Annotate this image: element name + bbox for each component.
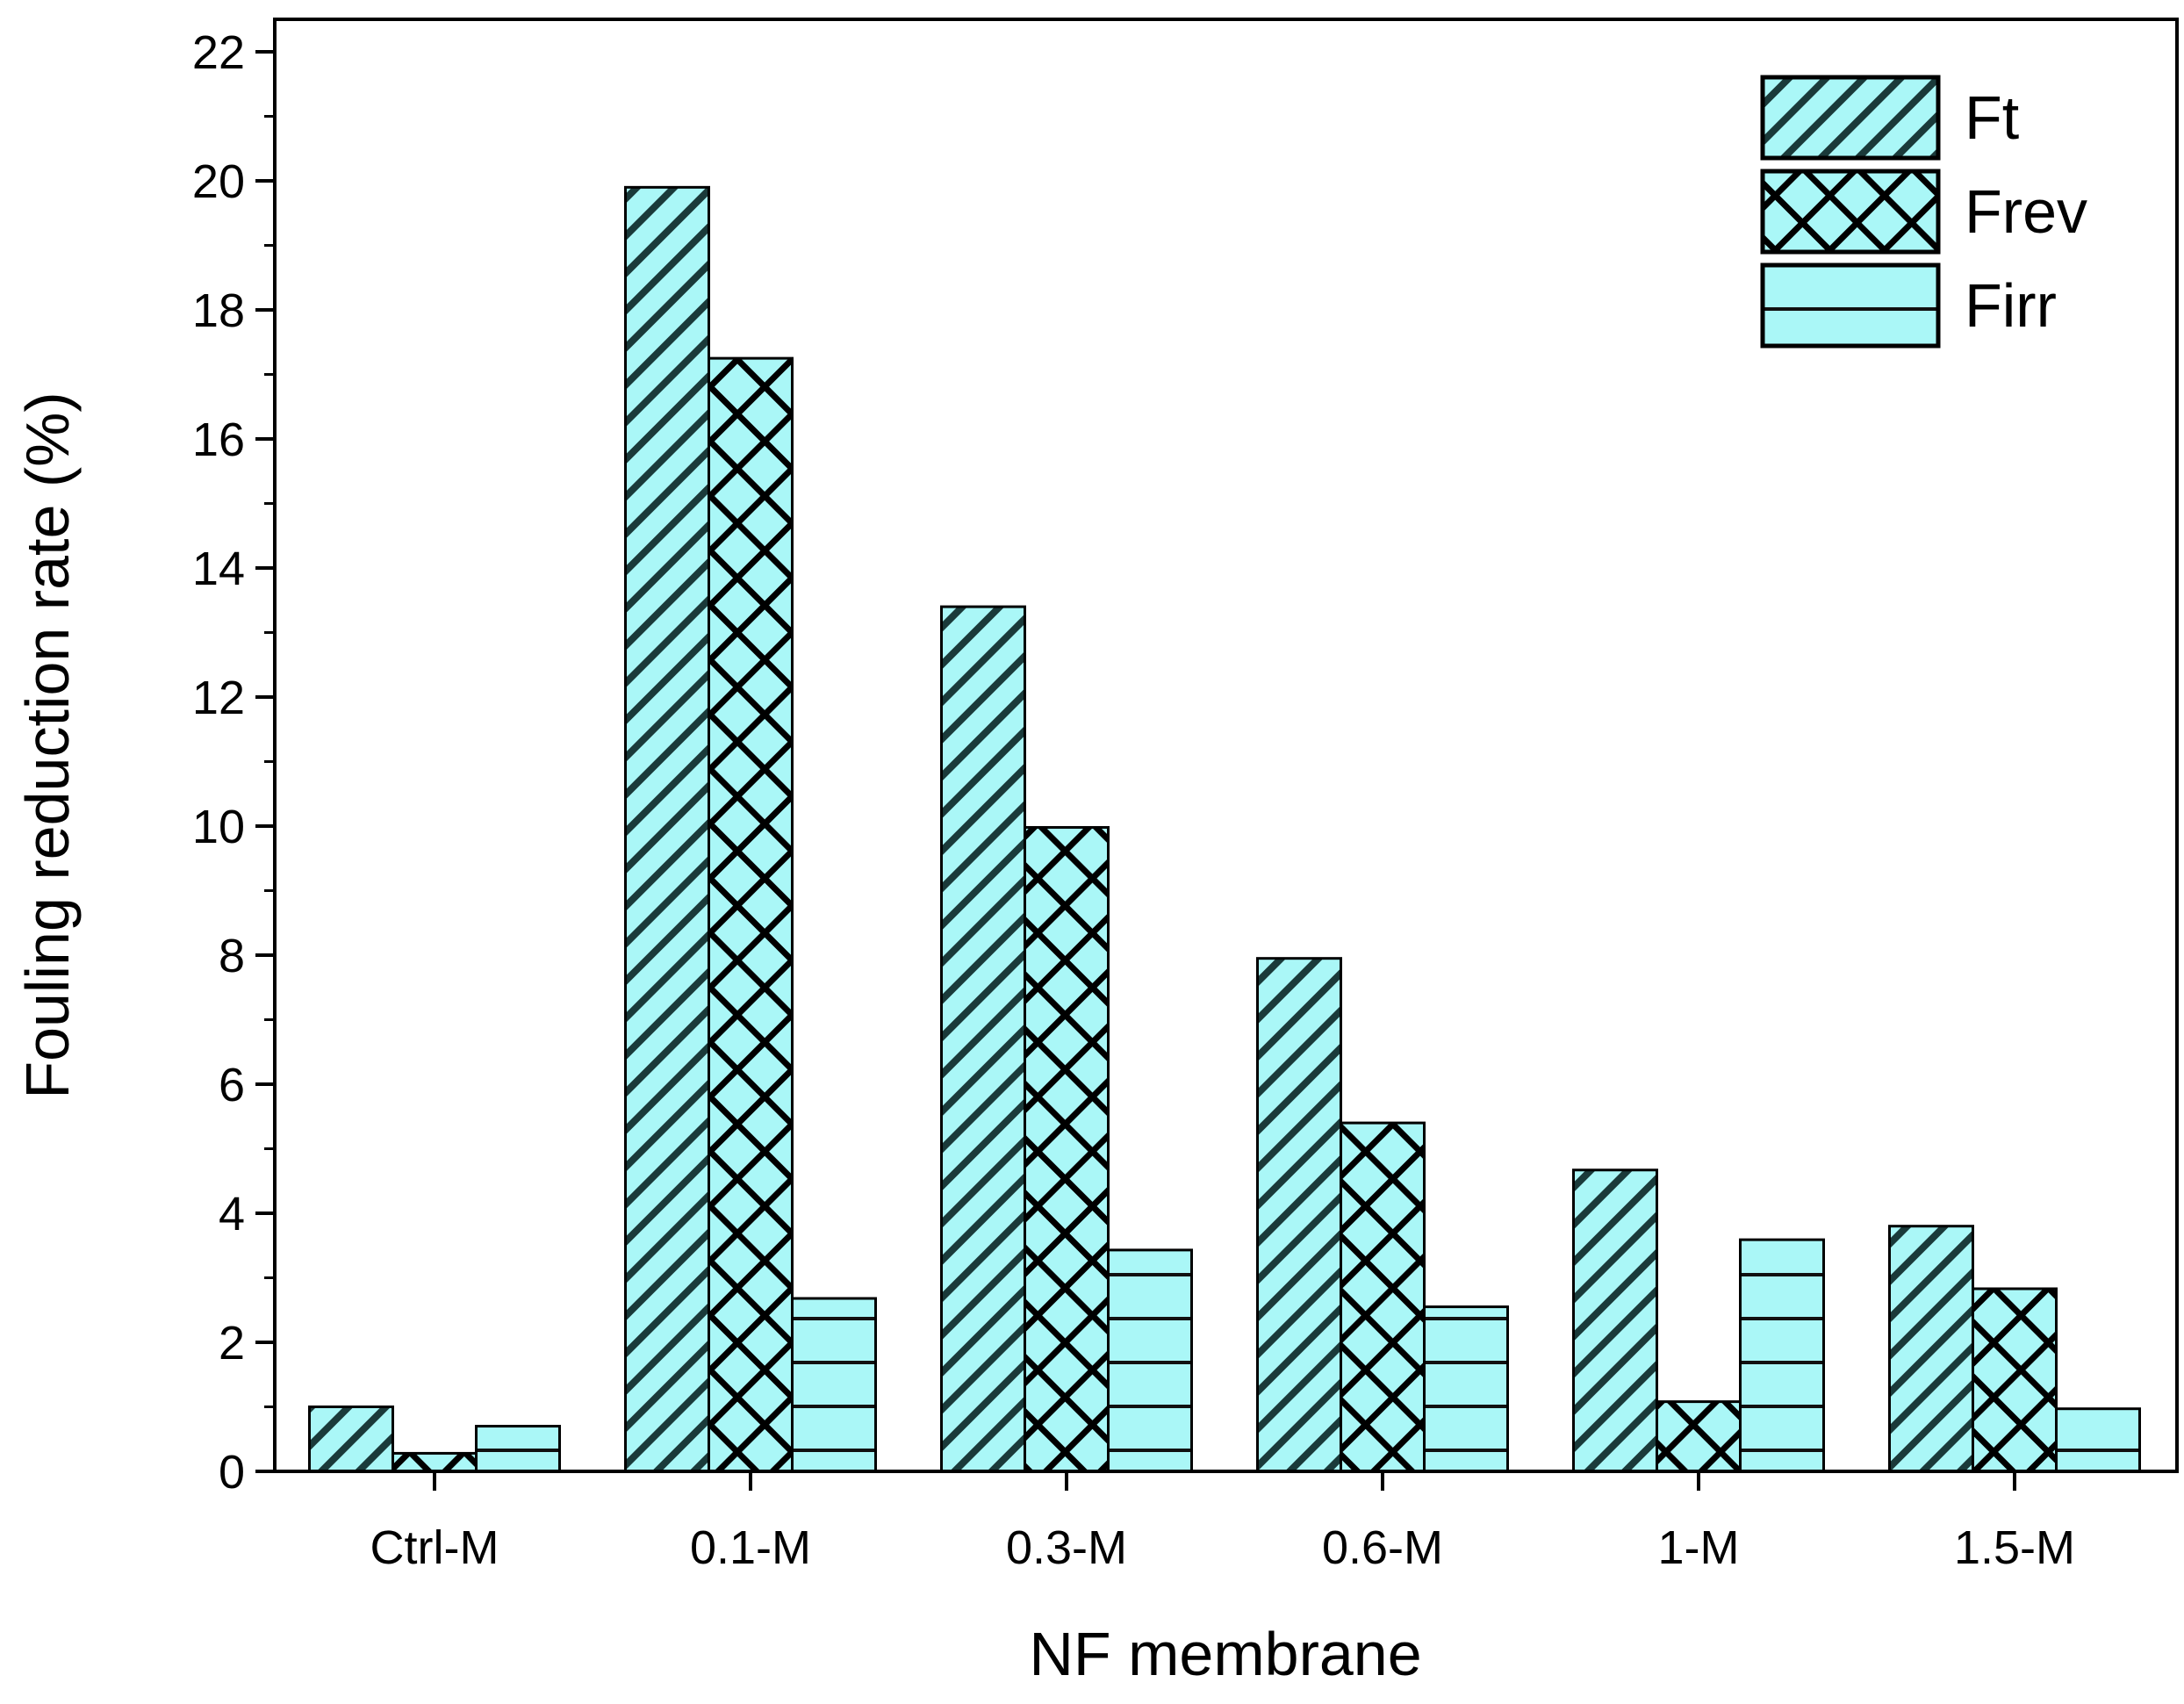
bar-firr-1-m (1739, 1238, 1825, 1473)
x-tick-label: Ctrl-M (370, 1521, 499, 1574)
legend-swatch-frev (1760, 169, 1941, 255)
x-tick-label: 0.1-M (690, 1521, 811, 1574)
x-axis: Ctrl-M 0.1-M 0.3-M 0.6-M 1-M 1.5-M (370, 1471, 2075, 1574)
y-tick-label: 8 (219, 930, 245, 982)
bar-ft-0.1-m (624, 185, 710, 1473)
y-tick-label: 4 (219, 1188, 245, 1240)
x-tick-label: 1.5-M (1954, 1521, 2075, 1574)
y-tick-label: 22 (192, 26, 245, 79)
bar-frev-0.1-m (708, 356, 794, 1473)
legend-swatch-firr (1760, 262, 1941, 349)
x-tick-label: 0.6-M (1322, 1521, 1443, 1574)
bar-frev-ctrl-m (392, 1451, 478, 1473)
bar-ft-1-m (1572, 1168, 1658, 1473)
bar-frev-1-m (1656, 1400, 1742, 1473)
y-tick-label: 16 (192, 413, 245, 466)
legend: Ft Frev Firr (1760, 75, 2087, 349)
legend-label-frev: Frev (1965, 177, 2087, 246)
y-axis: 0 2 4 6 8 10 12 14 16 18 20 22 (192, 26, 275, 1499)
legend-label-firr: Firr (1965, 271, 2057, 340)
bar-firr-1.5-m (2055, 1407, 2141, 1473)
y-tick-label: 2 (219, 1317, 245, 1370)
x-tick-label: 0.3-M (1006, 1521, 1127, 1574)
x-tick-label: 1-M (1658, 1521, 1740, 1574)
bar-ft-1.5-m (1888, 1225, 1974, 1473)
y-tick-label: 0 (219, 1446, 245, 1499)
bar-ft-0.3-m (940, 605, 1026, 1473)
bar-frev-0.6-m (1340, 1121, 1426, 1473)
bar-frev-1.5-m (1972, 1287, 2058, 1473)
bar-frev-0.3-m (1024, 825, 1110, 1473)
y-tick-label: 14 (192, 543, 245, 595)
y-tick-label: 6 (219, 1059, 245, 1111)
legend-label-ft: Ft (1965, 83, 2019, 152)
bar-ft-0.6-m (1256, 957, 1342, 1473)
bar-firr-0.6-m (1423, 1305, 1509, 1473)
bar-firr-0.1-m (791, 1297, 877, 1473)
bar-firr-0.3-m (1107, 1248, 1193, 1473)
y-axis-title: Fouling reduction rate (%) (13, 392, 82, 1098)
y-tick-label: 10 (192, 801, 245, 853)
bar-ft-ctrl-m (308, 1406, 394, 1473)
plot-frame (273, 18, 2179, 1473)
y-tick-label: 12 (192, 672, 245, 724)
bars-layer (308, 185, 2141, 1473)
x-axis-title: NF membrane (1029, 1620, 1421, 1688)
legend-swatch-ft (1760, 75, 1941, 161)
bar-firr-ctrl-m (475, 1425, 561, 1473)
y-tick-label: 18 (192, 284, 245, 337)
y-tick-label: 20 (192, 155, 245, 208)
